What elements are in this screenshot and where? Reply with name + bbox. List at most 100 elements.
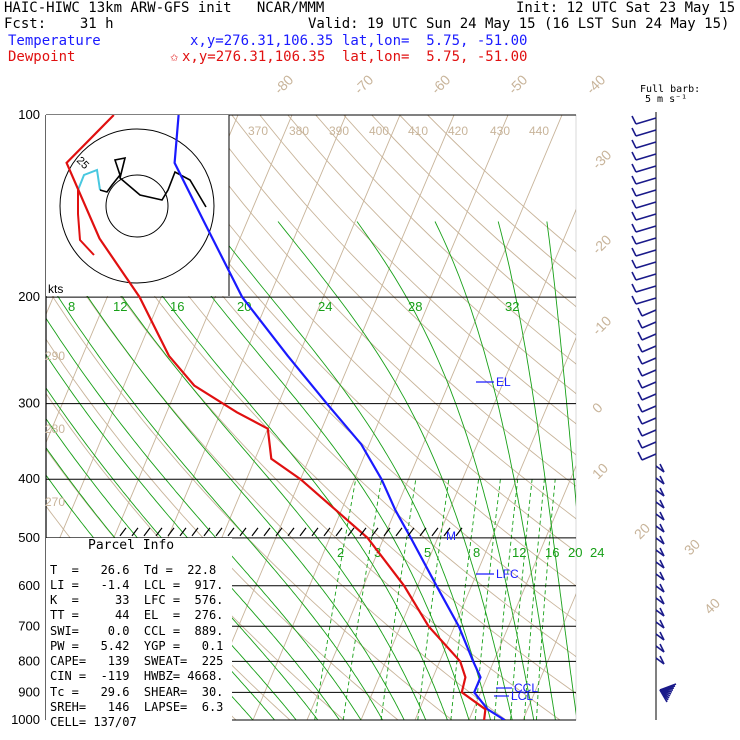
header-valid: Valid: 19 UTC Sun 24 May 15 (16 LST Sun … <box>308 16 730 32</box>
moist-adiabat-line <box>46 276 383 720</box>
wind-barb-flag <box>659 499 665 509</box>
wind-barb <box>635 117 657 125</box>
moist-adiabat-line <box>356 221 535 720</box>
slash-mark <box>371 527 379 537</box>
isotherm-label: -20 <box>589 231 615 257</box>
wind-barb <box>635 225 657 233</box>
header-forecast: Fcst: 31 h <box>4 16 114 32</box>
wind-barb-flag <box>637 451 643 461</box>
slash-mark <box>191 527 199 537</box>
wind-barb-flag <box>659 643 665 653</box>
wind-barb-flag <box>631 271 637 281</box>
isotherm-line <box>198 115 455 720</box>
theta-label: 400 <box>369 124 389 138</box>
wind-barb <box>635 213 657 221</box>
slash-mark <box>143 527 151 537</box>
wind-barb-flag <box>659 547 665 557</box>
wind-barb-flag <box>659 595 665 605</box>
slash-mark <box>395 527 403 537</box>
wind-barb-flag <box>631 247 637 257</box>
theta-label: 380 <box>289 124 309 138</box>
isotherm-label: -50 <box>505 71 531 97</box>
slash-mark <box>131 527 139 537</box>
wind-barb-flag <box>659 619 665 629</box>
hodograph-trace-mid <box>77 168 101 191</box>
dewpoint-legend-star-icon: ✩ <box>170 49 179 65</box>
isotherm-label: 20 <box>631 520 653 542</box>
slash-mark <box>359 527 367 537</box>
dewpoint-legend-latlon: lat,lon= 5.75, -51.00 <box>342 49 528 65</box>
dry-adiabat-line <box>287 115 576 395</box>
wind-barb-flag <box>659 463 665 473</box>
pressure-tick-label: 300 <box>18 396 40 411</box>
mixing-ratio-label: 28 <box>408 299 422 314</box>
wind-barb-flag <box>659 631 665 641</box>
hodograph-trace-upper <box>99 156 207 208</box>
annotation-lcl: LCL <box>511 689 533 703</box>
slash-mark <box>335 527 343 537</box>
wind-barb-flag <box>631 295 637 305</box>
isotherm-label: 40 <box>701 595 723 617</box>
wind-barb-flag <box>659 535 665 545</box>
parcel-info-box: Parcel Info T = 26.6 Td = 22.8 LI = -1.4… <box>46 538 232 729</box>
dry-adiabat-line <box>46 285 453 720</box>
slash-mark <box>419 527 427 537</box>
wind-barb <box>641 321 657 329</box>
theta-label: 270 <box>45 495 65 509</box>
barb-legend-line2: 5 m s⁻¹ <box>645 94 688 105</box>
sounding-profiles <box>65 115 506 720</box>
mixing-ratio-label: 8 <box>68 299 75 314</box>
mixing-ratio-label: 24 <box>318 299 332 314</box>
parcel-row: K = 33 LFC = 576. <box>50 593 224 607</box>
theta-label: 290 <box>45 349 65 363</box>
parcel-row: PW = 5.42 YGP = 0.1 <box>50 639 224 653</box>
isotherm-label: 30 <box>681 536 703 558</box>
isotherm-label: -60 <box>428 71 454 97</box>
wind-barb <box>641 417 657 425</box>
wind-barb-flag <box>637 439 643 449</box>
wind-barb <box>641 309 657 317</box>
wind-barb <box>641 345 657 353</box>
pressure-tick-label: 500 <box>18 530 40 545</box>
mixing-ratio-line <box>314 479 357 720</box>
slash-mark <box>119 527 127 537</box>
theta-label: 410 <box>408 124 428 138</box>
header-line1-left: HAIC-HIWC 13km ARW-GFS init NCAR/MMM <box>4 0 325 16</box>
annotation-lfc: LFC <box>496 567 519 581</box>
moist-adiabat-line <box>434 221 556 720</box>
temperature-profile <box>173 115 506 720</box>
pressure-tick-label: 900 <box>18 684 40 699</box>
parcel-row: T = 26.6 Td = 22.8 <box>50 563 217 577</box>
wind-barb-flag <box>631 223 637 233</box>
pressure-tick-label: 700 <box>18 618 40 633</box>
slash-mark <box>347 527 355 537</box>
dry-adiabat-line <box>343 115 576 336</box>
wind-barb <box>635 285 657 293</box>
wind-barb-flag <box>631 127 637 137</box>
hodograph-inner-ring <box>105 174 169 238</box>
mixing-ratio-label: 16 <box>545 545 559 560</box>
isotherm-label: -40 <box>583 71 609 97</box>
wind-barb-flag <box>631 151 637 161</box>
wind-barb <box>635 261 657 269</box>
wind-barb-flag <box>631 163 637 173</box>
temperature-legend-latlon: lat,lon= 5.75, -51.00 <box>342 33 528 49</box>
annotation-ccl: CCL <box>514 681 538 695</box>
moist-adiabat-line <box>154 221 470 720</box>
isotherm-line <box>252 115 509 720</box>
wind-barb <box>641 381 657 389</box>
slash-mark <box>167 527 175 537</box>
wind-barb-flag <box>637 367 643 377</box>
moist-adiabat-line <box>546 221 576 507</box>
wind-barb <box>641 357 657 365</box>
slash-mark <box>383 527 391 537</box>
pressure-tick-label: 1000 <box>11 712 40 727</box>
wind-barb <box>635 297 657 305</box>
slash-mark <box>311 527 319 537</box>
mixing-ratio-label: 12 <box>113 299 127 314</box>
temperature-legend-xy: x,y=276.31,106.35 <box>190 33 334 49</box>
mixing-ratio-label: 12 <box>512 545 526 560</box>
moist-adiabat-line <box>497 221 576 716</box>
wind-barb-flag <box>637 415 643 425</box>
